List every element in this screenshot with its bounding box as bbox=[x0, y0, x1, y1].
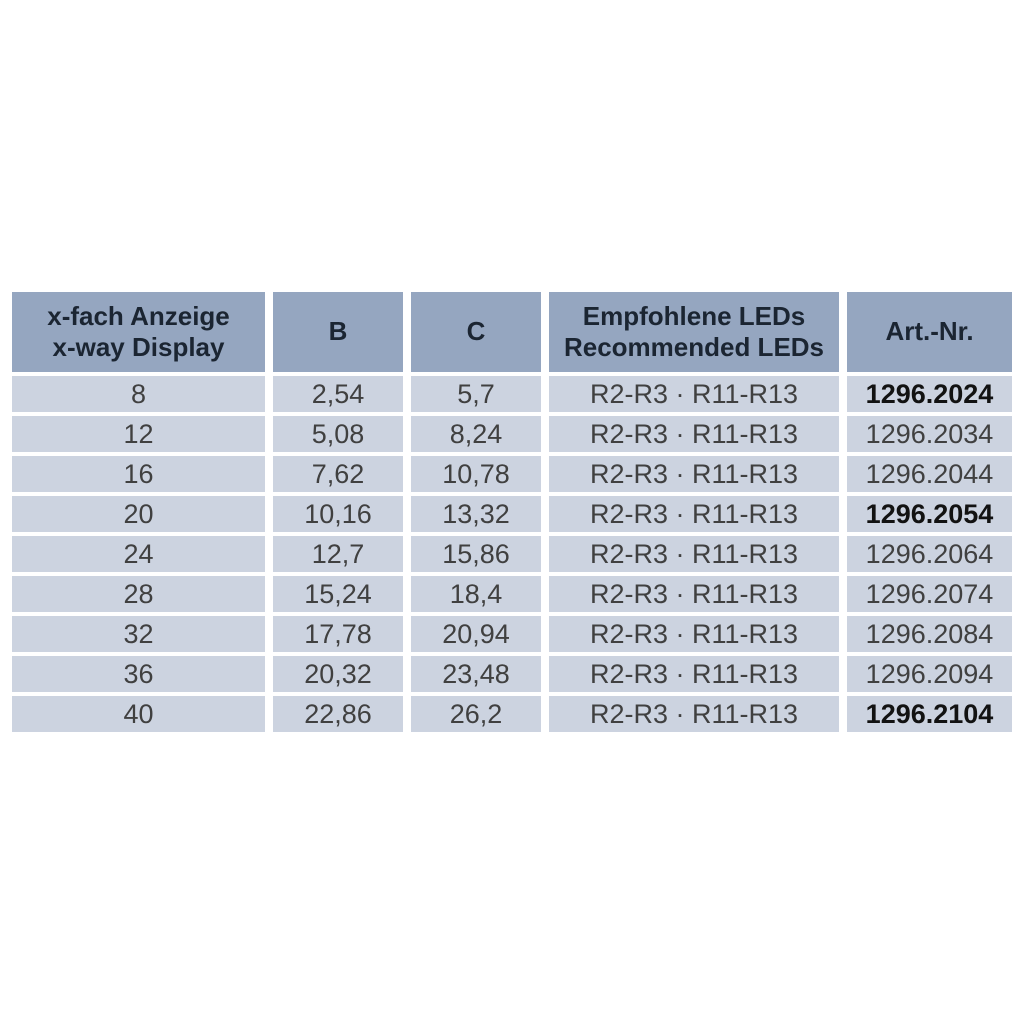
cell-c: 23,48 bbox=[411, 656, 541, 692]
cell-c: 5,7 bbox=[411, 376, 541, 412]
header-leds-en: Recommended LEDs bbox=[563, 332, 825, 362]
cell-c: 8,24 bbox=[411, 416, 541, 452]
cell-c: 10,78 bbox=[411, 456, 541, 492]
cell-c: 20,94 bbox=[411, 616, 541, 652]
header-cell-b: B bbox=[273, 292, 403, 372]
cell-leds: R2-R3 · R11-R13 bbox=[549, 696, 839, 732]
cell-art-nr: 1296.2024 bbox=[847, 376, 1012, 412]
cell-art-nr: 1296.2094 bbox=[847, 656, 1012, 692]
cell-display: 40 bbox=[12, 696, 265, 732]
cell-leds: R2-R3 · R11-R13 bbox=[549, 456, 839, 492]
cell-c: 18,4 bbox=[411, 576, 541, 612]
led-display-spec-table: x-fach Anzeige x-way Display B C Empfohl… bbox=[12, 292, 1012, 732]
header-cell-c: C bbox=[411, 292, 541, 372]
cell-b: 7,62 bbox=[273, 456, 403, 492]
header-display-de: x-fach Anzeige bbox=[47, 300, 230, 331]
cell-art-nr: 1296.2054 bbox=[847, 496, 1012, 532]
cell-art-nr: 1296.2074 bbox=[847, 576, 1012, 612]
cell-c: 15,86 bbox=[411, 536, 541, 572]
cell-leds: R2-R3 · R11-R13 bbox=[549, 376, 839, 412]
cell-art-nr: 1296.2084 bbox=[847, 616, 1012, 652]
header-display-en: x-way Display bbox=[52, 332, 225, 362]
cell-display: 8 bbox=[12, 376, 265, 412]
cell-leds: R2-R3 · R11-R13 bbox=[549, 576, 839, 612]
cell-leds: R2-R3 · R11-R13 bbox=[549, 496, 839, 532]
cell-b: 5,08 bbox=[273, 416, 403, 452]
cell-art-nr: 1296.2034 bbox=[847, 416, 1012, 452]
cell-display: 16 bbox=[12, 456, 265, 492]
cell-c: 26,2 bbox=[411, 696, 541, 732]
cell-c: 13,32 bbox=[411, 496, 541, 532]
cell-display: 24 bbox=[12, 536, 265, 572]
cell-leds: R2-R3 · R11-R13 bbox=[549, 536, 839, 572]
header-cell-leds: Empfohlene LEDs Recommended LEDs bbox=[549, 292, 839, 372]
cell-b: 12,7 bbox=[273, 536, 403, 572]
cell-b: 22,86 bbox=[273, 696, 403, 732]
header-cell-art-nr: Art.-Nr. bbox=[847, 292, 1012, 372]
cell-display: 12 bbox=[12, 416, 265, 452]
cell-art-nr: 1296.2104 bbox=[847, 696, 1012, 732]
cell-display: 36 bbox=[12, 656, 265, 692]
cell-b: 15,24 bbox=[273, 576, 403, 612]
cell-display: 32 bbox=[12, 616, 265, 652]
cell-display: 20 bbox=[12, 496, 265, 532]
cell-art-nr: 1296.2044 bbox=[847, 456, 1012, 492]
cell-b: 10,16 bbox=[273, 496, 403, 532]
cell-art-nr: 1296.2064 bbox=[847, 536, 1012, 572]
cell-b: 2,54 bbox=[273, 376, 403, 412]
cell-leds: R2-R3 · R11-R13 bbox=[549, 616, 839, 652]
header-cell-display: x-fach Anzeige x-way Display bbox=[12, 292, 265, 372]
cell-leds: R2-R3 · R11-R13 bbox=[549, 416, 839, 452]
cell-leds: R2-R3 · R11-R13 bbox=[549, 656, 839, 692]
cell-display: 28 bbox=[12, 576, 265, 612]
cell-b: 20,32 bbox=[273, 656, 403, 692]
header-leds-de: Empfohlene LEDs bbox=[582, 300, 806, 331]
cell-b: 17,78 bbox=[273, 616, 403, 652]
